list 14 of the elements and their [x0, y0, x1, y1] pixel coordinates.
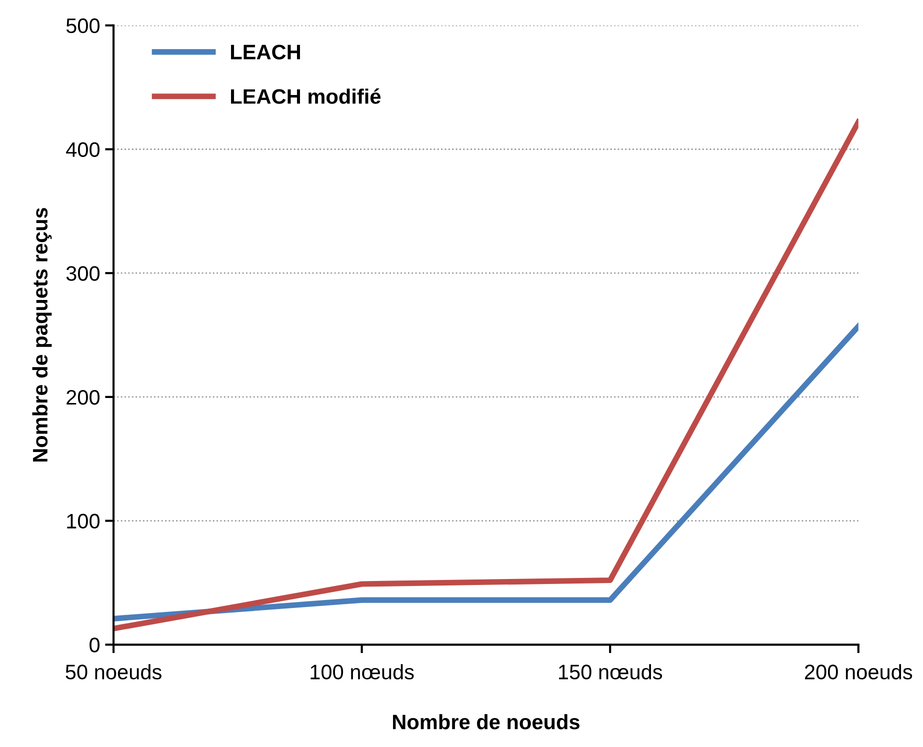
y-tick-label: 500	[66, 18, 100, 34]
y-tick-label: 0	[90, 638, 100, 652]
y-tick-label: 400	[66, 142, 100, 158]
y-tick-label: 200	[66, 390, 100, 405]
legend-label: LEACH modifié	[231, 88, 381, 104]
y-tick-label: 100	[67, 514, 100, 529]
y-axis-title: Nombre de paquets reçus	[32, 208, 52, 462]
y-tick-label: 300	[66, 266, 100, 281]
x-tick-label: 150 nœuds	[559, 664, 662, 680]
x-tick-label: 100 nœuds	[310, 664, 414, 680]
x-tick-label: 200 noeuds	[804, 664, 912, 680]
x-axis-title: Nombre de noeuds	[393, 714, 580, 730]
legend-label: LEACH	[231, 44, 300, 60]
x-tick-label: 50 noeuds	[66, 664, 162, 680]
